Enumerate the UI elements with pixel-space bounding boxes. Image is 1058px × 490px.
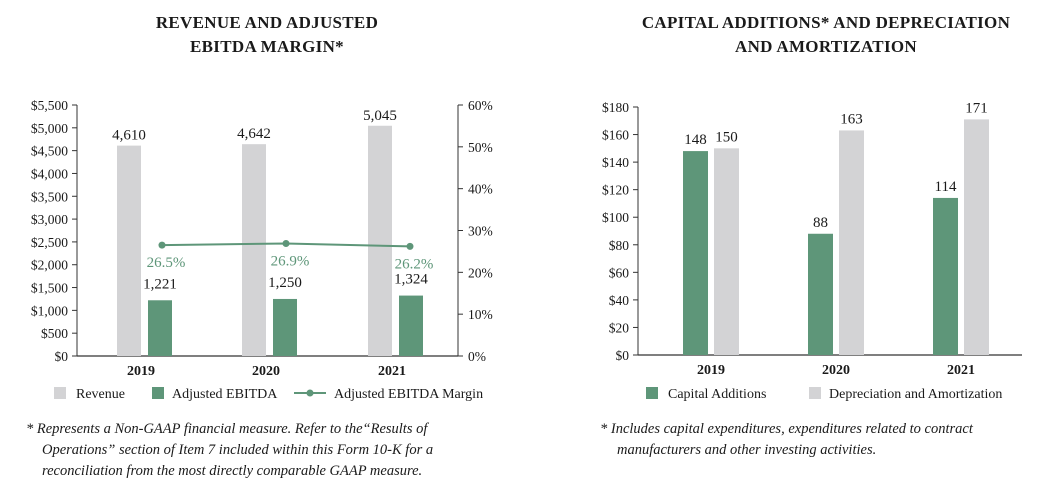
- bar-revenue-2020: [242, 144, 266, 356]
- legend-marker-margin: [306, 389, 314, 397]
- chart1-footnote-line3: reconciliation from the most directly co…: [42, 463, 422, 479]
- chart2-left-tick-label: $140: [602, 155, 629, 170]
- chart1-left-tick-label: $4,500: [31, 144, 68, 159]
- chart1-left-tick-label: $5,500: [31, 98, 68, 113]
- chart1-left-tick-label: $3,500: [31, 189, 68, 204]
- chart1-right-tick-label: 20%: [468, 265, 493, 280]
- chart2-left-tick-label: $180: [602, 100, 629, 115]
- bar-depreciation-2020: [839, 130, 864, 355]
- chart2-marks: 148 150 2019 88 163 2020 114 171 2021: [683, 100, 989, 378]
- label-depreciation-2020: 163: [840, 111, 863, 127]
- chart1-right-tick-label: 10%: [468, 307, 493, 322]
- chart1-right-tick-label: 40%: [468, 182, 493, 197]
- chart1-marks: 4,610 1,221 2019 4,642 1,250 2020 5,045 1,324 20…: [112, 108, 433, 379]
- chart1-right-tick-label: 60%: [468, 98, 493, 113]
- chart2-left-tick-label: $40: [609, 293, 630, 308]
- bar-depreciation-2019: [714, 148, 739, 355]
- chart2-title-line1: CAPITAL ADDITIONS* AND DEPRECIATION: [642, 13, 1011, 32]
- bar-ebitda-2021: [399, 295, 423, 356]
- chart2-left-tick-label: $120: [602, 183, 629, 198]
- chart2-left-tick-label: $160: [602, 128, 629, 143]
- category-label-2021: 2021: [947, 363, 975, 378]
- legend-swatch-depreciation: [809, 387, 821, 399]
- label-depreciation-2019: 150: [715, 129, 738, 145]
- chart2-left-tick-label: $80: [609, 238, 630, 253]
- chart1-left-tick-label: $0: [55, 349, 69, 364]
- legend-swatch-capital-additions: [646, 387, 658, 399]
- label-ebitda-2021: 1,324: [394, 272, 428, 288]
- chart1-legend: Revenue Adjusted EBITDA Adjusted EBITDA …: [54, 387, 483, 402]
- revenue-ebitda-chart: REVENUE AND ADJUSTED EBITDA MARGIN* $0 $5…: [26, 13, 493, 479]
- chart1-left-tick-label: $500: [41, 326, 68, 341]
- bar-capital-additions-2019: [683, 151, 708, 355]
- bar-revenue-2021: [368, 125, 392, 356]
- label-revenue-2021: 5,045: [363, 108, 397, 124]
- capital-additions-chart: CAPITAL ADDITIONS* AND DEPRECIATION AND …: [600, 13, 1022, 458]
- bar-revenue-2019: [117, 145, 141, 356]
- chart1-left-tick-label: $3,000: [31, 212, 68, 227]
- chart1-footnote-line1: * Represents a Non-GAAP financial measur…: [26, 421, 429, 437]
- label-capital-additions-2020: 88: [813, 215, 828, 231]
- chart1-left-tick-label: $1,500: [31, 281, 68, 296]
- bar-capital-additions-2021: [933, 197, 958, 355]
- chart1-footnote-line2: Operations” section of Item 7 included w…: [42, 442, 433, 458]
- bar-ebitda-2019: [148, 300, 172, 356]
- chart1-footnote: * Represents a Non-GAAP financial measur…: [26, 421, 433, 479]
- bar-capital-additions-2020: [808, 233, 833, 355]
- label-depreciation-2021: 171: [965, 100, 988, 116]
- chart1-title-line2: EBITDA MARGIN*: [190, 37, 344, 56]
- chart2-left-tick-label: $20: [609, 320, 630, 335]
- chart2-left-tick-label: $100: [602, 210, 629, 225]
- category-label-2021: 2021: [378, 364, 406, 379]
- label-revenue-2019: 4,610: [112, 128, 146, 144]
- chart1-left-tick-label: $2,500: [31, 235, 68, 250]
- chart1-right-tick-label: 50%: [468, 140, 493, 155]
- legend-swatch-adjusted-ebitda: [152, 387, 164, 399]
- chart1-left-tick-label: $4,000: [31, 166, 68, 181]
- label-margin-2020: 26.9%: [271, 253, 310, 269]
- category-label-2020: 2020: [252, 364, 280, 379]
- label-margin-2021: 26.2%: [395, 256, 434, 272]
- bar-ebitda-2020: [273, 298, 297, 356]
- chart1-left-tick-label: $5,000: [31, 121, 68, 136]
- point-margin-2020: [282, 239, 290, 247]
- category-label-2019: 2019: [127, 364, 155, 379]
- legend-label-capital-additions: Capital Additions: [668, 387, 766, 402]
- legend-label-margin: Adjusted EBITDA Margin: [334, 387, 483, 402]
- chart2-title-line2: AND AMORTIZATION: [735, 37, 917, 56]
- point-margin-2019: [158, 241, 166, 249]
- chart1-title-line1: REVENUE AND ADJUSTED: [156, 13, 378, 32]
- chart2-left-tick-label: $0: [616, 348, 630, 363]
- chart2-footnote-line2: manufacturers and other investing activi…: [617, 442, 876, 458]
- chart1-left-tick-label: $2,000: [31, 258, 68, 273]
- category-label-2019: 2019: [697, 363, 725, 378]
- label-capital-additions-2021: 114: [935, 179, 957, 195]
- label-margin-2019: 26.5%: [147, 255, 186, 271]
- label-capital-additions-2019: 148: [684, 132, 707, 148]
- chart2-legend: Capital Additions Depreciation and Amort…: [646, 387, 1002, 402]
- chart2-footnote-line1: * Includes capital expenditures, expendi…: [600, 421, 974, 437]
- legend-swatch-revenue: [54, 387, 66, 399]
- legend-label-adjusted-ebitda: Adjusted EBITDA: [172, 387, 278, 402]
- legend-label-depreciation: Depreciation and Amortization: [829, 387, 1002, 402]
- chart2-footnote: * Includes capital expenditures, expendi…: [600, 421, 974, 458]
- chart1-axes: $0 $500 $1,000 $1,500 $2,000 $2,500 $3,000 $3,5…: [31, 98, 493, 364]
- category-label-2020: 2020: [822, 363, 850, 378]
- label-ebitda-2019: 1,221: [143, 276, 177, 292]
- chart1-left-tick-label: $1,000: [31, 303, 68, 318]
- chart1-right-tick-label: 30%: [468, 224, 493, 239]
- label-revenue-2020: 4,642: [237, 126, 271, 142]
- chart1-right-tick-label: 0%: [468, 349, 486, 364]
- chart2-left-tick-label: $60: [609, 265, 630, 280]
- bar-depreciation-2021: [964, 119, 989, 356]
- point-margin-2021: [406, 242, 414, 250]
- label-ebitda-2020: 1,250: [268, 275, 302, 291]
- legend-label-revenue: Revenue: [76, 387, 125, 402]
